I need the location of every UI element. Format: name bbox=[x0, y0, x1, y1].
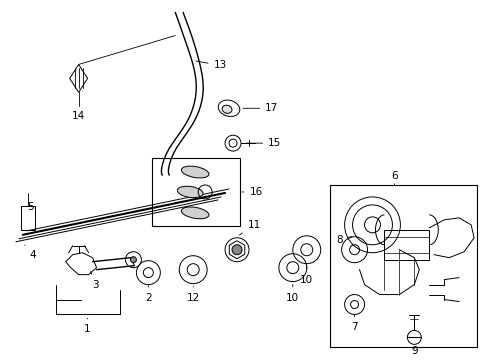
Circle shape bbox=[232, 245, 242, 255]
Text: 12: 12 bbox=[186, 286, 200, 302]
Text: 1: 1 bbox=[84, 318, 91, 334]
Text: 2: 2 bbox=[145, 285, 151, 302]
Circle shape bbox=[130, 257, 136, 263]
Bar bbox=[329, 185, 476, 347]
Text: 6: 6 bbox=[390, 171, 397, 185]
Text: 17: 17 bbox=[243, 103, 278, 113]
Text: 8: 8 bbox=[336, 235, 351, 245]
Text: 13: 13 bbox=[196, 60, 226, 71]
Ellipse shape bbox=[222, 105, 231, 113]
Text: 11: 11 bbox=[239, 220, 260, 235]
Text: 10: 10 bbox=[285, 284, 299, 302]
Bar bbox=[384, 230, 428, 260]
Ellipse shape bbox=[177, 186, 203, 198]
Text: 5: 5 bbox=[27, 202, 34, 212]
Text: 9: 9 bbox=[410, 346, 417, 356]
Bar bbox=[21, 206, 35, 230]
Text: 14: 14 bbox=[72, 111, 85, 121]
Text: 3: 3 bbox=[90, 272, 99, 289]
Text: 4: 4 bbox=[24, 245, 36, 260]
Ellipse shape bbox=[181, 207, 208, 219]
Text: 7: 7 bbox=[350, 315, 357, 332]
Text: 16: 16 bbox=[242, 187, 262, 197]
Bar bbox=[152, 158, 240, 226]
Text: 15: 15 bbox=[245, 138, 281, 148]
Ellipse shape bbox=[181, 166, 208, 178]
Text: 10: 10 bbox=[300, 266, 313, 285]
